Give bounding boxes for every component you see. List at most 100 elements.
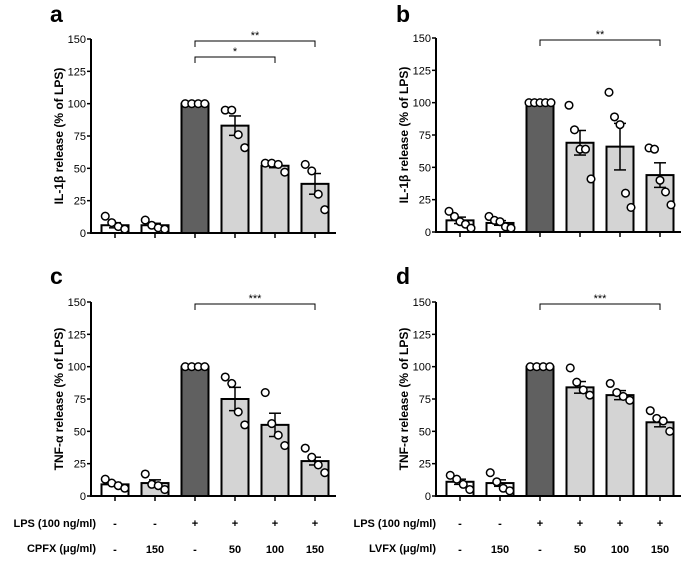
lps-value: + <box>192 518 198 530</box>
lps-value: + <box>312 518 318 530</box>
drug-value: - <box>538 544 542 556</box>
y-tick-label: 50 <box>419 162 431 174</box>
drug-row-label: LVFX (μg/ml) <box>369 543 436 555</box>
data-point <box>307 166 317 176</box>
y-tick-label: 150 <box>68 297 86 309</box>
y-tick-label: 150 <box>413 33 431 45</box>
significance-bracket <box>539 303 661 310</box>
data-point <box>612 387 622 398</box>
bar <box>260 423 290 497</box>
data-point <box>107 218 117 228</box>
data-point <box>458 479 468 489</box>
y-tick-label: 75 <box>74 131 86 143</box>
data-point <box>655 175 665 185</box>
panel-b: b IL-1β release (% of LPS) 0 25 50 75 100 125 15… <box>396 1 681 239</box>
panel-label: b <box>396 1 410 27</box>
y-axis-label: IL-1β release (% of LPS) <box>52 68 66 205</box>
data-point <box>273 430 283 440</box>
y-tick-label: 100 <box>413 362 431 374</box>
significance-label: *** <box>249 293 263 305</box>
data-point <box>546 98 556 108</box>
y-axis-label: IL-1β release (% of LPS) <box>397 67 411 204</box>
bar <box>180 102 210 234</box>
bar <box>220 398 250 497</box>
y-tick-label: 75 <box>419 394 431 406</box>
data-point <box>465 484 475 495</box>
data-point <box>564 100 574 110</box>
significance-bracket <box>194 56 276 63</box>
bar <box>565 386 595 497</box>
data-point <box>565 363 575 373</box>
data-point <box>300 159 310 170</box>
data-point <box>604 87 614 97</box>
significance-label: ** <box>251 30 260 42</box>
drug-value: 150 <box>146 544 164 556</box>
data-point <box>233 130 243 140</box>
y-tick-label: 100 <box>68 362 86 374</box>
data-point <box>649 144 660 154</box>
data-point <box>626 202 636 212</box>
y-tick-label: 25 <box>419 459 431 471</box>
data-point <box>280 167 290 177</box>
significance-label: *** <box>594 293 608 305</box>
y-tick-label: 125 <box>68 66 86 78</box>
data-point <box>313 460 323 470</box>
data-point <box>100 211 110 221</box>
data-point <box>444 206 454 216</box>
data-point <box>449 211 460 222</box>
data-point <box>260 387 270 398</box>
data-point <box>307 452 317 462</box>
significance-label: * <box>233 46 238 58</box>
panel-label: d <box>396 263 410 289</box>
data-point <box>609 112 620 122</box>
data-point <box>658 416 668 426</box>
data-point <box>233 407 243 417</box>
data-point <box>267 419 277 429</box>
significance-label: ** <box>596 29 605 41</box>
lps-value: - <box>498 518 502 530</box>
drug-row-label: CPFX (μg/ml) <box>27 543 96 555</box>
y-tick-label: 150 <box>413 297 431 309</box>
data-point <box>569 125 580 135</box>
y-tick-label: 50 <box>419 426 431 438</box>
lps-row-label: LPS (100 ng/ml) <box>353 518 436 530</box>
data-point <box>120 224 130 234</box>
y-tick-label: 25 <box>74 459 86 471</box>
drug-value: 150 <box>306 544 324 556</box>
data-point <box>320 468 330 478</box>
data-point <box>220 372 230 382</box>
bar <box>565 141 595 233</box>
significance-bracket <box>194 40 316 47</box>
significance-bracket <box>539 39 661 46</box>
y-tick-label: 25 <box>419 195 431 207</box>
data-point <box>578 385 588 395</box>
drug-value: 100 <box>266 544 284 556</box>
bar <box>525 365 555 497</box>
y-tick-label: 125 <box>68 329 86 341</box>
lps-row-label: LPS (100 ng/ml) <box>13 518 96 530</box>
drug-value: - <box>113 544 117 556</box>
data-point <box>445 470 455 480</box>
data-point <box>666 200 676 210</box>
y-tick-label: 125 <box>413 329 431 341</box>
data-point <box>572 377 582 387</box>
data-point <box>160 224 170 234</box>
y-axis-label: TNF-α release (% of LPS) <box>52 328 66 471</box>
data-point <box>452 474 462 484</box>
data-point <box>313 189 323 199</box>
y-tick-label: 50 <box>74 426 86 438</box>
data-point <box>153 481 163 491</box>
y-tick-label: 125 <box>413 65 431 77</box>
drug-value: 50 <box>574 544 586 556</box>
lps-value: - <box>153 518 157 530</box>
bar <box>260 164 290 235</box>
data-point <box>660 187 671 197</box>
data-point <box>492 477 502 487</box>
data-point <box>100 474 110 484</box>
data-point <box>615 120 625 130</box>
panel-c: c TNF-α release (% of LPS) 0 25 50 75 100 125 15… <box>50 263 336 503</box>
lps-value: - <box>458 518 462 530</box>
data-point <box>605 378 615 389</box>
